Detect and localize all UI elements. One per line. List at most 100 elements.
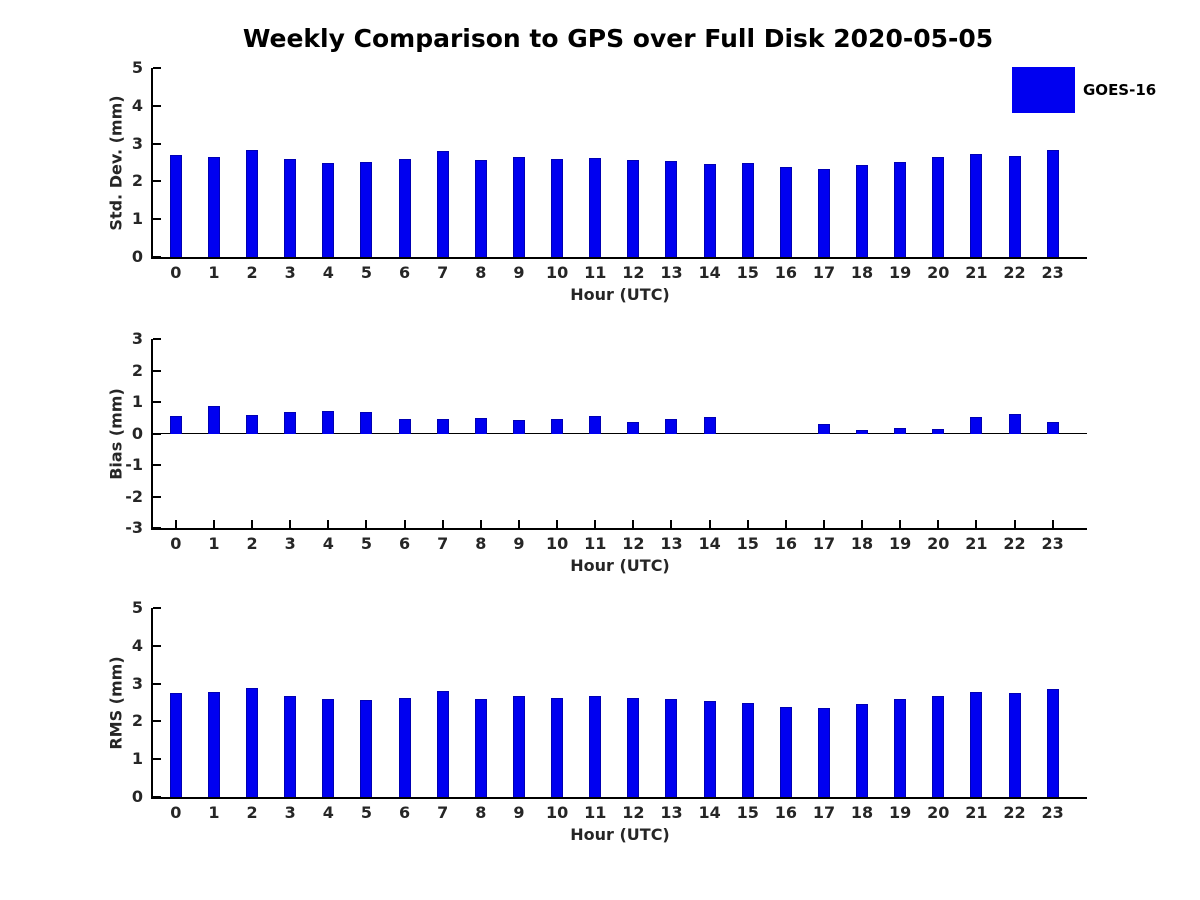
bias-y-tick — [153, 527, 161, 529]
bias-x-tick — [861, 520, 864, 528]
stddev-bar-hour-13 — [665, 160, 678, 257]
stddev-y-tick — [153, 104, 161, 107]
stddev-y-tick-label: 5 — [131, 58, 143, 77]
rms-bar-hour-2 — [246, 688, 259, 797]
bias-y-tick-label: -1 — [125, 455, 143, 474]
bias-bar-hour-8 — [474, 418, 487, 434]
bias-bar-hour-17 — [817, 424, 830, 434]
bias-y-tick — [153, 369, 161, 372]
bias-x-tick — [1051, 520, 1054, 528]
stddev-y-tick — [153, 180, 161, 183]
rms-hour-label-6: 6 — [399, 803, 411, 822]
bias-bar-hour-7 — [436, 419, 449, 434]
stddev-bar-hour-1 — [207, 156, 220, 257]
bias-x-tick — [251, 520, 254, 528]
rms-hour-label-3: 3 — [284, 803, 296, 822]
rms-hour-label-13: 13 — [660, 803, 683, 822]
rms-hour-label-7: 7 — [437, 803, 449, 822]
stddev-hour-label-9: 9 — [513, 263, 525, 282]
rms-bar-hour-1 — [207, 691, 220, 797]
stddev-bar-hour-12 — [627, 159, 640, 257]
bias-y-tick-label: -3 — [125, 518, 143, 537]
bias-y-tick — [153, 464, 161, 466]
rms-bar-hour-4 — [322, 698, 335, 797]
stddev-hour-label-5: 5 — [360, 263, 373, 282]
bias-x-tick — [517, 520, 520, 528]
bias-x-tick — [937, 520, 940, 528]
bias-y-tick — [153, 495, 161, 498]
bias-bar-hour-9 — [512, 420, 525, 434]
rms-y-tick — [153, 796, 161, 798]
rms-hour-label-19: 19 — [889, 803, 912, 822]
rms-y-tick-label: 4 — [131, 635, 143, 655]
bias-x-tick — [746, 520, 749, 528]
bias-bar-hour-14 — [703, 417, 716, 434]
bias-bar-hour-21 — [970, 416, 983, 434]
bias-bar-hour-18 — [856, 429, 869, 434]
rms-y-axis-label: RMS (mm) — [106, 655, 126, 750]
stddev-hour-label-7: 7 — [437, 263, 449, 282]
rms-hour-label-18: 18 — [850, 803, 874, 822]
bias-hour-label-8: 8 — [475, 534, 487, 553]
bias-x-tick — [1013, 520, 1016, 528]
rms-y-tick-label: 0 — [131, 787, 143, 806]
bias-hour-label-3: 3 — [284, 534, 296, 553]
bias-x-tick — [289, 520, 292, 528]
stddev-bar-hour-3 — [284, 158, 297, 257]
bias-hour-label-20: 20 — [927, 534, 950, 553]
rms-hour-label-8: 8 — [475, 803, 487, 822]
rms-bar-hour-6 — [398, 697, 411, 797]
bias-bar-hour-3 — [284, 412, 297, 434]
stddev-y-tick — [153, 142, 161, 145]
bias-bar-hour-22 — [1008, 413, 1021, 434]
rms-bar-hour-3 — [284, 695, 297, 797]
bias-zero-line — [153, 433, 1087, 434]
stddev-hour-label-0: 0 — [170, 263, 182, 282]
rms-bar-hour-9 — [512, 696, 525, 797]
bias-hour-label-14: 14 — [698, 534, 721, 553]
stddev-y-tick-label: 0 — [131, 247, 143, 266]
rms-bar-hour-0 — [169, 693, 182, 797]
bias-hour-label-16: 16 — [774, 534, 797, 553]
bias-hour-label-19: 19 — [889, 534, 912, 553]
bias-hour-label-1: 1 — [208, 534, 220, 553]
stddev-y-tick — [153, 67, 161, 69]
stddev-hour-label-13: 13 — [660, 263, 683, 282]
bias-hour-label-11: 11 — [584, 534, 607, 553]
rms-bar-hour-11 — [589, 696, 602, 797]
bias-bar-hour-2 — [246, 415, 259, 434]
rms-hour-label-2: 2 — [246, 803, 258, 822]
legend-swatch-goes16 — [1012, 67, 1075, 113]
stddev-hour-label-18: 18 — [850, 263, 874, 282]
rms-y-tick — [153, 607, 161, 609]
stddev-hour-label-15: 15 — [736, 263, 759, 282]
bias-y-tick-label: 1 — [131, 392, 143, 411]
bias-x-tick — [708, 520, 711, 528]
bias-bar-hour-4 — [322, 411, 335, 434]
rms-hour-label-14: 14 — [698, 803, 721, 822]
rms-hour-label-22: 22 — [1003, 803, 1026, 822]
stddev-bar-hour-16 — [779, 167, 792, 257]
bias-hour-label-7: 7 — [437, 534, 449, 553]
stddev-bar-hour-22 — [1008, 155, 1021, 257]
bias-x-tick — [822, 520, 825, 528]
bias-x-axis-label: Hour (UTC) — [570, 556, 670, 575]
stddev-hour-label-1: 1 — [208, 263, 220, 282]
rms-hour-label-9: 9 — [513, 803, 525, 822]
rms-y-tick — [153, 644, 161, 647]
bias-x-tick — [327, 520, 330, 528]
legend-label-goes16: GOES-16 — [1083, 81, 1157, 99]
bias-x-tick — [975, 520, 978, 528]
bias-x-tick — [784, 520, 787, 528]
bias-y-tick-label: 3 — [131, 329, 143, 348]
stddev-hour-label-14: 14 — [698, 263, 721, 282]
bias-bar-hour-11 — [589, 416, 602, 434]
stddev-hour-label-10: 10 — [545, 263, 569, 282]
rms-hour-label-23: 23 — [1041, 803, 1064, 822]
rms-y-tick — [153, 758, 161, 761]
rms-x-axis-label: Hour (UTC) — [570, 825, 670, 844]
bias-bar-hour-13 — [665, 418, 678, 434]
stddev-y-tick — [153, 218, 161, 221]
